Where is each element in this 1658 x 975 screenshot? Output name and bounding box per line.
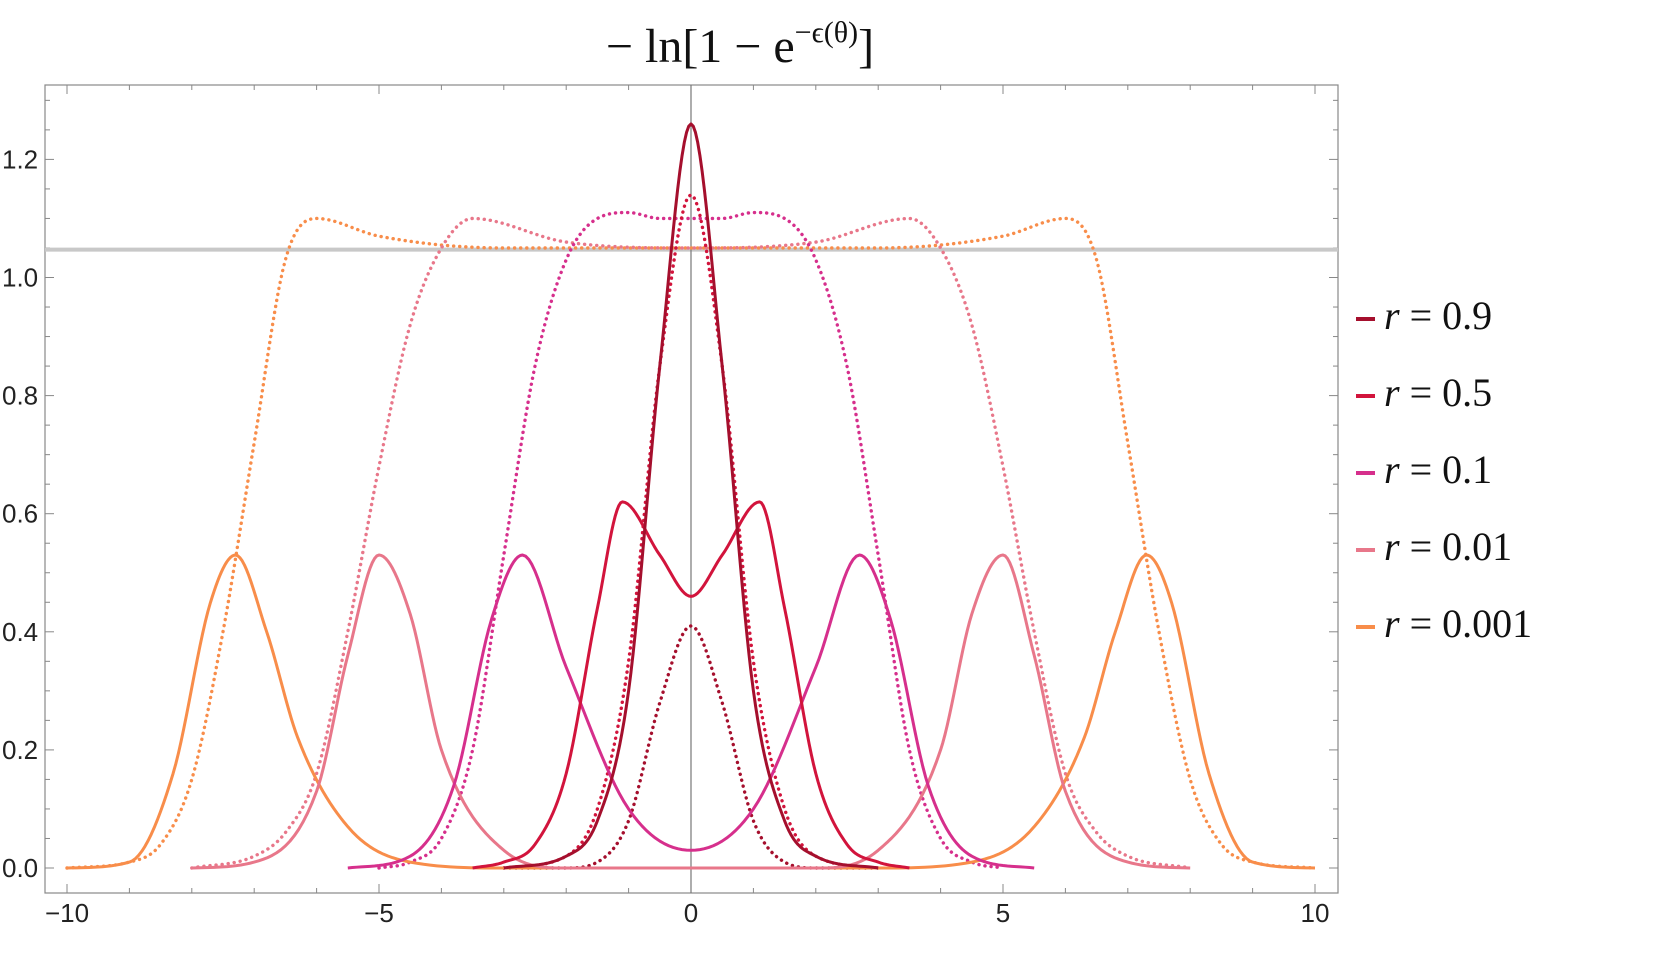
- y-tick-label: 0.0: [2, 853, 38, 883]
- legend-entry-label: r = 0.1: [1384, 447, 1492, 492]
- legend-entry-label: r = 0.5: [1384, 370, 1492, 415]
- series-layer: [65, 122, 1317, 870]
- series-line-dotted: [502, 624, 880, 870]
- legend-entry-label: r = 0.01: [1384, 524, 1512, 569]
- series-line-dotted: [65, 216, 1317, 870]
- legend: r = 0.9 r = 0.5 r = 0.1 r = 0.01 r = 0.001: [1356, 293, 1532, 646]
- x-tick-label: −5: [364, 898, 394, 928]
- chart-title: − ln[1 − e−ϵ(θ)]: [606, 16, 874, 73]
- y-tick-label: 0.2: [2, 735, 38, 765]
- x-tick-label: 0: [684, 898, 698, 928]
- y-tick-label: 0.6: [2, 499, 38, 529]
- y-tick-label: 0.4: [2, 617, 38, 647]
- series-line-solid: [472, 500, 910, 870]
- chart-title-suffix: ]: [858, 20, 874, 73]
- series-line-solid: [503, 122, 879, 870]
- y-tick-label: 1.2: [2, 144, 38, 174]
- series-line-dotted: [190, 216, 1192, 870]
- legend-entry-label: r = 0.9: [1384, 293, 1492, 338]
- x-tick-label: −10: [45, 898, 89, 928]
- legend-entry-label: r = 0.001: [1384, 601, 1532, 646]
- tick-labels: −10 −5 0 5 10 0.0 0.2 0.4 0.6 0.8 1.0 1.2: [2, 144, 1329, 928]
- chart-title-text: − ln[1 − e−ϵ(θ)]: [606, 16, 874, 73]
- y-tick-label: 1.0: [2, 263, 38, 293]
- series-line-dotted: [502, 192, 880, 870]
- chart-title-superscript: −ϵ(θ): [795, 16, 858, 49]
- series-line-solid: [191, 553, 1191, 870]
- x-tick-label: 10: [1301, 898, 1330, 928]
- series-line-dotted: [377, 210, 1005, 870]
- x-tick-label: 5: [996, 898, 1010, 928]
- series-line-solid: [347, 553, 1035, 870]
- chart-title-prefix: − ln[1 − e: [606, 20, 795, 73]
- y-tick-label: 0.8: [2, 381, 38, 411]
